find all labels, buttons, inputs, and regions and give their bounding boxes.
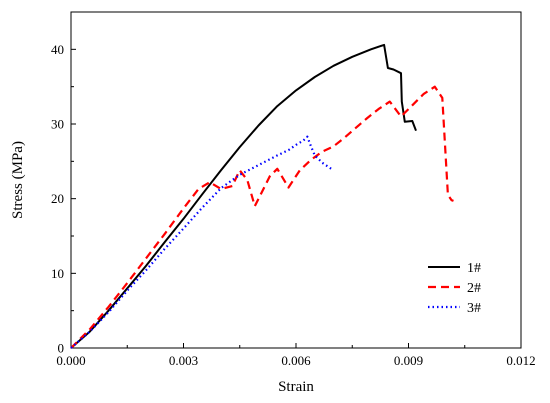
y-tick-label: 10 [51,266,64,281]
x-tick-label: 0.009 [394,353,423,368]
x-axis-title: Strain [278,379,314,395]
x-axis-ticks: 0.000 0.003 0.006 0.009 0.012 [56,343,536,368]
y-tick-label: 30 [51,117,64,132]
x-tick-label: 0.000 [56,353,85,368]
y-axis-ticks: 0 10 20 30 40 [51,42,76,356]
y-tick-label: 40 [51,42,64,57]
legend-label-1: 1# [467,261,481,276]
legend-label-3: 3# [467,301,481,316]
legend: 1# 2# 3# [428,261,481,316]
y-tick-label: 0 [58,341,65,356]
x-tick-label: 0.006 [281,353,311,368]
y-tick-label: 20 [51,191,64,206]
series-line-1 [70,43,417,349]
series-line-3 [70,135,335,349]
y-axis-title: Stress (MPa) [10,141,26,219]
series-line-2 [70,85,454,349]
legend-label-2: 2# [467,281,481,296]
x-tick-label: 0.003 [169,353,198,368]
plot-area-frame [70,11,522,349]
x-tick-label: 0.012 [506,353,535,368]
series-lines [70,43,454,349]
